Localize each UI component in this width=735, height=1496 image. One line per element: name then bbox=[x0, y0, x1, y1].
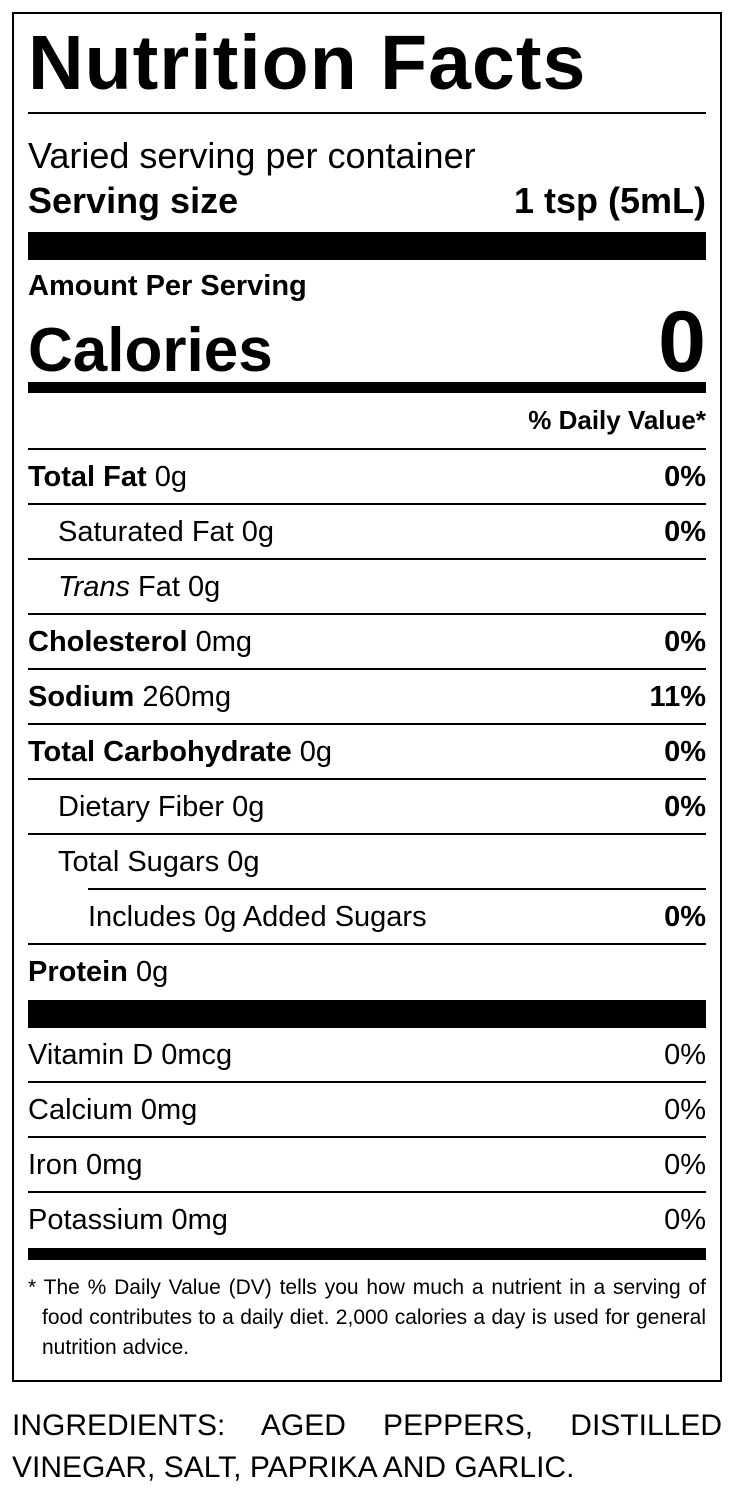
nutrient-amount: 0mg bbox=[195, 626, 253, 658]
nutrient-amount: 0g bbox=[188, 571, 221, 603]
medium-rule bbox=[28, 382, 706, 393]
ingredients: INGREDIENTS: AGED PEPPERS, DISTILLED VIN… bbox=[12, 1409, 722, 1484]
nutrient-name: Total Sugars bbox=[58, 846, 220, 878]
nutrient-amount: 0g bbox=[135, 956, 169, 988]
amount-per-serving: Amount Per Serving bbox=[28, 270, 307, 302]
nutrient-row: Trans Fat 0g bbox=[28, 560, 706, 615]
nutrient-row: Saturated Fat 0g 0% bbox=[28, 505, 706, 560]
vitamin-dv: 0% bbox=[664, 1039, 706, 1071]
nutrient-amount: 260mg bbox=[142, 681, 232, 713]
vitamin-amount: 0mg bbox=[140, 1094, 198, 1126]
nutrient-row: Total Sugars 0g bbox=[28, 835, 706, 890]
title: Nutrition Facts bbox=[28, 14, 706, 114]
nutrient-row: Protein 0g bbox=[28, 945, 706, 1000]
nutrient-row: Total Carbohydrate 0g 0% bbox=[28, 725, 706, 780]
nutrient-dv: 0% bbox=[664, 626, 706, 658]
nutrient-amount: 0g bbox=[299, 736, 333, 768]
thick-rule bbox=[28, 1000, 706, 1028]
servings: Varied serving per container bbox=[28, 135, 476, 176]
serving-size-label: Serving size bbox=[28, 180, 239, 221]
nutrition-label: Nutrition Facts Varied serving per conta… bbox=[12, 12, 722, 1382]
nutrient-dv: 11% bbox=[649, 681, 706, 713]
nutrient-name: Total Fat bbox=[28, 461, 147, 493]
nutrient-dv: 0% bbox=[664, 516, 706, 548]
vitamin-dv: 0% bbox=[664, 1204, 706, 1236]
nutrient-name: Total Carbohydrate bbox=[28, 736, 292, 768]
nutrient-dv: 0% bbox=[664, 791, 706, 823]
vitamin-dv: 0% bbox=[664, 1149, 706, 1181]
vitamin-row: Iron 0mg 0% bbox=[28, 1138, 706, 1193]
vitamin-name: Vitamin D bbox=[28, 1039, 154, 1071]
vitamin-row: Vitamin D 0mcg 0% bbox=[28, 1028, 706, 1083]
nutrient-name: Protein bbox=[28, 956, 128, 988]
serving-size-value: 1 tsp (5mL) bbox=[513, 180, 706, 221]
nutrient-amount: 0g bbox=[154, 461, 188, 493]
nutrient-row: Sodium 260mg 11% bbox=[28, 670, 706, 725]
footnote-marker: * bbox=[28, 1276, 37, 1299]
nutrient-name: Saturated Fat bbox=[58, 516, 234, 548]
calories: Calories 0 bbox=[28, 294, 706, 390]
nutrient-name-italic: Trans bbox=[58, 571, 130, 603]
serving-info: Varied serving per container Serving siz… bbox=[28, 114, 706, 223]
vitamin-dv: 0% bbox=[664, 1094, 706, 1126]
nutrient-dv: 0% bbox=[664, 736, 706, 768]
thick-rule bbox=[28, 232, 706, 260]
nutrient-name: Cholesterol bbox=[28, 626, 188, 658]
daily-value-header: % Daily Value* bbox=[28, 393, 706, 450]
nutrient-amount: 0g bbox=[227, 846, 260, 878]
footnote-text: The % Daily Value (DV) tells you how muc… bbox=[42, 1276, 706, 1359]
medium-rule bbox=[28, 1248, 706, 1260]
nutrient-name: Dietary Fiber bbox=[58, 791, 224, 823]
vitamin-name: Calcium bbox=[28, 1094, 133, 1126]
nutrient-name: Sodium bbox=[28, 681, 135, 713]
nutrient-row: Cholesterol 0mg 0% bbox=[28, 615, 706, 670]
nutrient-row: Includes 0g Added Sugars 0% bbox=[28, 890, 706, 945]
vitamin-amount: 0mg bbox=[86, 1149, 143, 1181]
nutrient-dv: 0% bbox=[664, 901, 706, 933]
nutrient-amount: 0g bbox=[241, 516, 275, 548]
calories-value: 0 bbox=[658, 294, 706, 390]
serving-size: Serving size 1 tsp (5mL) bbox=[28, 178, 706, 223]
vitamin-name: Iron bbox=[28, 1149, 78, 1181]
nutrient-name: Includes 0g Added Sugars bbox=[88, 901, 427, 933]
nutrient-row: Dietary Fiber 0g 0% bbox=[28, 780, 706, 835]
footnote: * The % Daily Value (DV) tells you how m… bbox=[28, 1260, 706, 1363]
vitamin-name: Potassium bbox=[28, 1204, 164, 1236]
vitamin-amount: 0mcg bbox=[161, 1039, 233, 1071]
nutrient-amount: 0g bbox=[232, 791, 265, 823]
calories-label: Calories bbox=[28, 316, 273, 385]
vitamin-row: Calcium 0mg 0% bbox=[28, 1083, 706, 1138]
nutrient-row: Total Fat 0g 0% bbox=[28, 450, 706, 505]
nutrient-dv: 0% bbox=[664, 461, 706, 493]
vitamin-amount: 0mg bbox=[171, 1204, 228, 1236]
vitamin-row: Potassium 0mg 0% bbox=[28, 1193, 706, 1248]
nutrient-name: Fat bbox=[138, 571, 180, 603]
